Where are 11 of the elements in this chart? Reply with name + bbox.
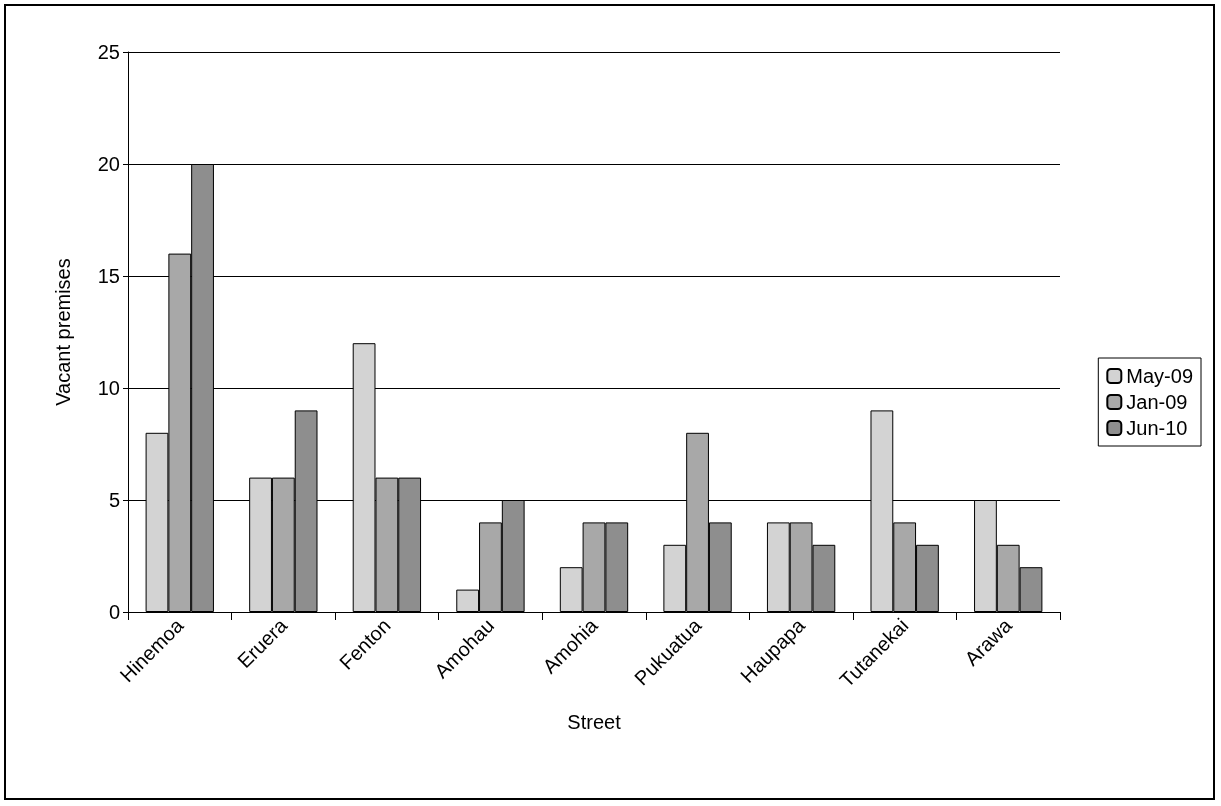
y-tick-label: 10	[97, 377, 120, 399]
legend-label: Jun-10	[1126, 417, 1188, 439]
x-axis-title: Street	[567, 711, 622, 733]
legend-label: May-09	[1126, 365, 1194, 387]
y-tick-label: 25	[97, 41, 120, 63]
y-axis-title: Vacant premises	[52, 258, 74, 406]
y-tick-label: 20	[97, 153, 120, 175]
y-tick-label: 5	[108, 489, 120, 511]
legend-label: Jan-09	[1126, 391, 1188, 413]
y-tick-label: 15	[97, 265, 120, 287]
y-tick-label: 0	[108, 601, 120, 623]
